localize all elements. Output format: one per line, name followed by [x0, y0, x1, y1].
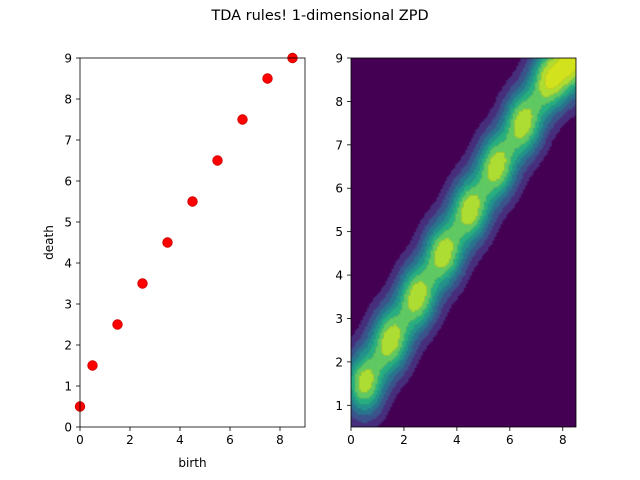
- x-axis-label: birth: [178, 456, 206, 470]
- scatter-x-ticks: 0 2 4 6 8: [76, 427, 284, 447]
- contour-band: [351, 58, 576, 411]
- x-tick-label: 4: [453, 433, 461, 447]
- y-tick-label: 4: [335, 269, 343, 283]
- y-tick-label: 2: [64, 339, 72, 353]
- x-tick-label: 8: [559, 433, 567, 447]
- y-tick-label: 2: [335, 355, 343, 369]
- scatter-point: [112, 319, 123, 330]
- y-tick-label: 6: [335, 182, 343, 196]
- scatter-plot-area: [80, 58, 305, 427]
- scatter-point: [187, 196, 198, 207]
- y-tick-label: 0: [64, 421, 72, 435]
- scatter-point: [162, 237, 173, 248]
- scatter-panel: 0 2 4 6 8 0 1 2 3 4 5 6 7 8 9 birth death: [42, 52, 306, 470]
- scatter-point: [212, 155, 223, 166]
- contour-band: [354, 58, 576, 399]
- contour-band: [351, 58, 576, 427]
- scatter-y-ticks: 0 1 2 3 4 5 6 7 8 9: [64, 52, 80, 435]
- contour-band: [351, 58, 576, 424]
- scatter-point: [237, 114, 248, 125]
- y-tick-label: 5: [64, 216, 72, 230]
- y-tick-label: 9: [64, 52, 72, 66]
- scatter-point: [137, 278, 148, 289]
- x-tick-label: 8: [276, 433, 284, 447]
- x-tick-label: 0: [347, 433, 355, 447]
- y-axis-label: death: [42, 225, 56, 260]
- x-tick-label: 0: [76, 433, 84, 447]
- x-tick-label: 4: [176, 433, 184, 447]
- y-tick-label: 9: [335, 52, 343, 66]
- y-tick-label: 7: [335, 138, 343, 152]
- contour-band: [351, 58, 576, 415]
- y-tick-label: 6: [64, 175, 72, 189]
- x-tick-label: 2: [400, 433, 408, 447]
- x-tick-label: 2: [126, 433, 134, 447]
- y-tick-label: 3: [335, 312, 343, 326]
- y-tick-label: 8: [335, 95, 343, 109]
- y-tick-label: 5: [335, 225, 343, 239]
- y-tick-label: 1: [335, 399, 343, 413]
- scatter-point: [87, 360, 98, 371]
- figure-title: TDA rules! 1-dimensional ZPD: [211, 8, 429, 24]
- y-tick-label: 7: [64, 134, 72, 148]
- y-tick-label: 4: [64, 257, 72, 271]
- scatter-point: [262, 73, 273, 84]
- y-tick-label: 1: [64, 380, 72, 394]
- contour-bands: [351, 58, 576, 427]
- contour-band: [351, 58, 576, 405]
- scatter-axes-frame: [79, 57, 306, 428]
- contour-y-ticks: 1 2 3 4 5 6 7 8 9: [335, 52, 351, 413]
- contour-axes-frame: [350, 57, 577, 428]
- contour-panel: 0 2 4 6 8 1 2 3 4 5 6 7 8 9: [335, 52, 577, 447]
- x-tick-label: 6: [226, 433, 234, 447]
- y-tick-label: 8: [64, 93, 72, 107]
- y-tick-label: 3: [64, 298, 72, 312]
- contour-x-ticks: 0 2 4 6 8: [347, 427, 567, 447]
- x-tick-label: 6: [506, 433, 514, 447]
- contour-band: [545, 58, 576, 90]
- contour-band: [358, 58, 576, 393]
